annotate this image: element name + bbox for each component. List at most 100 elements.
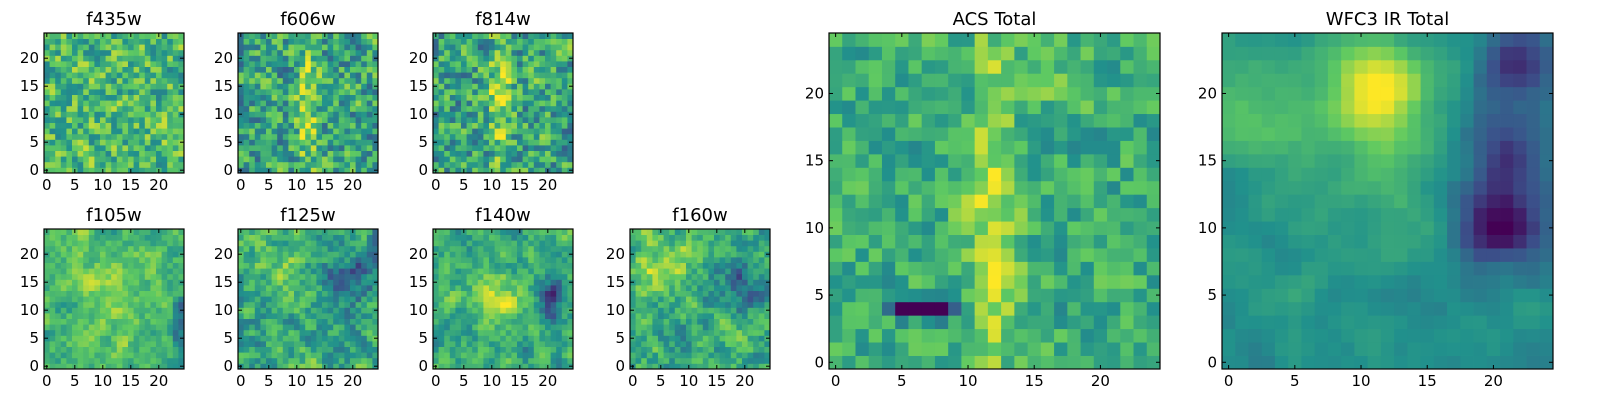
heatmap-cell [686, 268, 692, 274]
heatmap-cell [266, 302, 272, 308]
heatmap-cell [433, 128, 439, 134]
heatmap-cell [322, 324, 328, 330]
heatmap-cell [300, 251, 306, 257]
heatmap-cell [106, 291, 112, 297]
heatmap-cell [94, 263, 100, 269]
heatmap-cell [44, 134, 50, 140]
heatmap-cell [100, 235, 106, 241]
heatmap-cell [1054, 261, 1068, 275]
heatmap-cell [266, 319, 272, 325]
heatmap-cell [72, 268, 78, 274]
heatmap-cell [658, 347, 664, 353]
heatmap-cell [753, 279, 759, 285]
heatmap-cell [249, 240, 255, 246]
heatmap-cell [528, 313, 534, 319]
heatmap-cell [539, 139, 545, 145]
heatmap-cell [686, 313, 692, 319]
heatmap-cell [156, 78, 162, 84]
heatmap-cell [128, 235, 134, 241]
heatmap-cell [66, 39, 72, 45]
heatmap-cell [117, 67, 123, 73]
heatmap-cell [714, 352, 720, 358]
heatmap-cell [122, 313, 128, 319]
heatmap-cell [328, 302, 334, 308]
heatmap-cell [450, 123, 456, 129]
heatmap-cell [869, 302, 883, 316]
heatmap-cell [167, 257, 173, 263]
heatmap-cell [156, 89, 162, 95]
heatmap-cell [89, 251, 95, 257]
heatmap-cell [167, 235, 173, 241]
heatmap-cell [167, 123, 173, 129]
heatmap-cell [277, 106, 283, 112]
heatmap-cell [117, 50, 123, 56]
heatmap-cell [539, 274, 545, 280]
heatmap-cell [244, 235, 250, 241]
heatmap-cell [748, 268, 754, 274]
heatmap-cell [450, 151, 456, 157]
heatmap-cell [328, 151, 334, 157]
heatmap-cell [658, 235, 664, 241]
heatmap-cell [78, 352, 84, 358]
heatmap-cell [495, 162, 501, 168]
heatmap-cell [506, 335, 512, 341]
heatmap-cell [528, 145, 534, 151]
heatmap-cell [517, 100, 523, 106]
heatmap-cell [523, 44, 529, 50]
heatmap-cell [283, 330, 289, 336]
heatmap-cell [122, 139, 128, 145]
heatmap-cell [311, 251, 317, 257]
heatmap-cell [300, 61, 306, 67]
heatmap-cell [333, 55, 339, 61]
heatmap-cell [461, 128, 467, 134]
heatmap-cell [277, 229, 283, 235]
heatmap-cell [277, 162, 283, 168]
heatmap-cell [439, 268, 445, 274]
heatmap-cell [66, 335, 72, 341]
heatmap-cell [759, 313, 765, 319]
heatmap-cell [922, 221, 936, 235]
heatmap-cell [162, 235, 168, 241]
heatmap-cell [156, 319, 162, 325]
heatmap-cell [658, 268, 664, 274]
heatmap-cell [652, 257, 658, 263]
heatmap-cell [1107, 302, 1121, 316]
heatmap-cell [283, 95, 289, 101]
heatmap-cell [294, 341, 300, 347]
x-tick-label: 15 [315, 372, 334, 390]
heatmap-cell [562, 235, 568, 241]
heatmap-cell [483, 291, 489, 297]
heatmap-cell [339, 44, 345, 50]
heatmap-cell [328, 111, 334, 117]
heatmap-cell [94, 257, 100, 263]
heatmap-cell [162, 111, 168, 117]
heatmap-cell [361, 341, 367, 347]
heatmap-cell [272, 134, 278, 140]
heatmap-cell [367, 358, 373, 364]
heatmap-cell [478, 50, 484, 56]
heatmap-cell [78, 100, 84, 106]
heatmap-cell [736, 279, 742, 285]
heatmap-cell [156, 240, 162, 246]
heatmap-cell [562, 55, 568, 61]
heatmap-cell [328, 240, 334, 246]
heatmap-cell [288, 263, 294, 269]
heatmap-cell [244, 352, 250, 358]
heatmap-cell [444, 358, 450, 364]
heatmap-cell [328, 134, 334, 140]
heatmap-cell [44, 352, 50, 358]
heatmap-cell [266, 95, 272, 101]
heatmap-cell [150, 291, 156, 297]
heatmap-cell [495, 145, 501, 151]
heatmap-cell [283, 324, 289, 330]
heatmap-cell [55, 324, 61, 330]
heatmap-cell [311, 67, 317, 73]
heatmap-cell [145, 89, 151, 95]
heatmap-cell [361, 83, 367, 89]
heatmap-cell [128, 352, 134, 358]
heatmap-cell [1014, 235, 1028, 249]
heatmap-cell [277, 83, 283, 89]
heatmap-cell [478, 33, 484, 39]
heatmap-cell [483, 72, 489, 78]
